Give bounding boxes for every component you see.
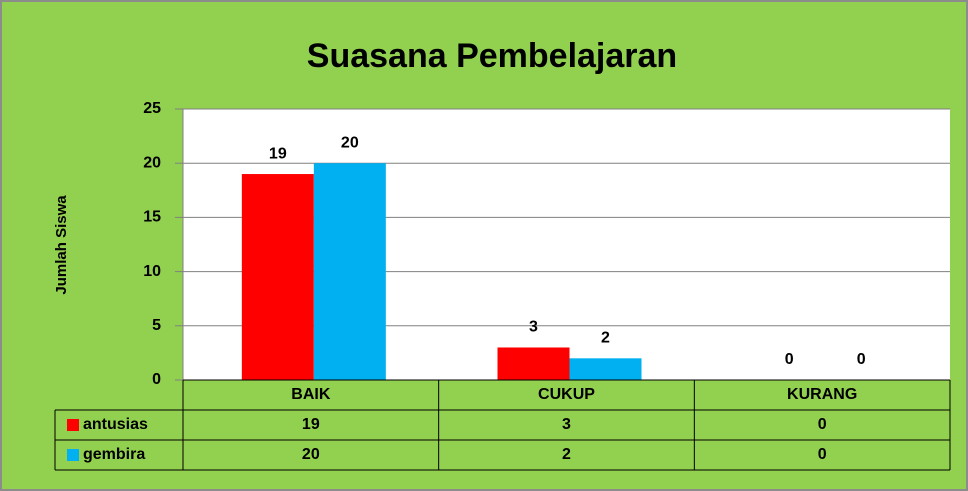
- table-cell: 20: [302, 446, 320, 463]
- x-tick-label: CUKUP: [538, 386, 595, 403]
- data-label: 19: [269, 145, 287, 162]
- y-tick-label: 25: [143, 100, 161, 117]
- table-cell: 2: [562, 446, 571, 463]
- data-label: 3: [529, 319, 538, 336]
- data-label: 0: [857, 351, 866, 368]
- legend-key: [67, 419, 79, 431]
- y-axis-label: Jumlah Siswa: [53, 195, 70, 295]
- bar: [497, 347, 570, 380]
- bar: [241, 174, 314, 380]
- table-cell: 19: [302, 416, 320, 433]
- data-label: 0: [785, 351, 794, 368]
- data-label: 2: [601, 330, 610, 347]
- y-tick-label: 5: [152, 317, 161, 334]
- legend-label: antusias: [83, 416, 148, 433]
- y-tick-label: 10: [143, 263, 161, 280]
- y-tick-label: 0: [152, 371, 161, 388]
- bar: [569, 358, 642, 380]
- y-tick-label: 15: [143, 209, 161, 226]
- table-cell: 0: [818, 416, 827, 433]
- x-tick-label: BAIK: [291, 386, 331, 403]
- data-label: 20: [341, 134, 359, 151]
- x-tick-label: KURANG: [787, 386, 857, 403]
- table-cell: 3: [562, 416, 571, 433]
- y-tick-label: 20: [143, 154, 161, 171]
- table-cell: 0: [818, 446, 827, 463]
- bar: [313, 163, 386, 380]
- chart-title: Suasana Pembelajaran: [307, 37, 677, 75]
- legend-label: gembira: [83, 446, 145, 463]
- legend-key: [67, 449, 79, 461]
